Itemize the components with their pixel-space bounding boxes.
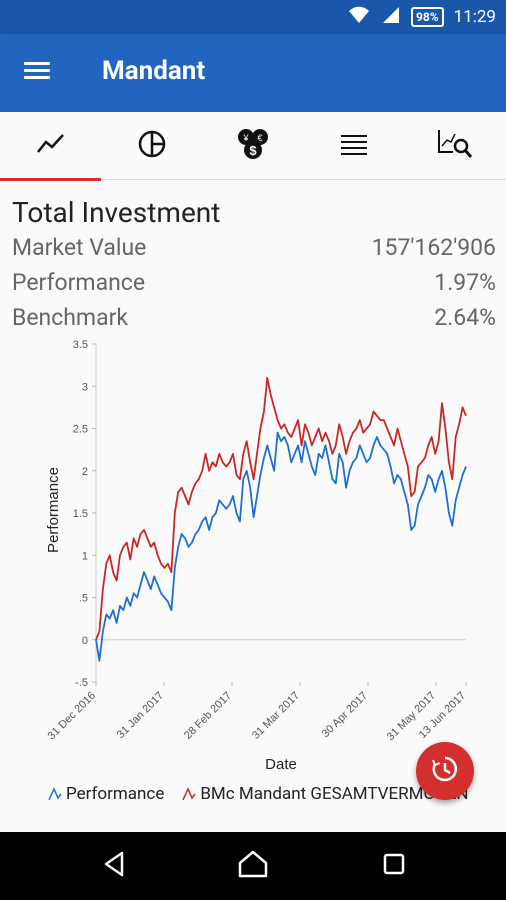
chart-legend: Performance BMc Mandant GESAMTVERMÖGEN [48,784,468,804]
tab-positions[interactable] [303,112,404,180]
home-button[interactable] [233,846,273,886]
y-tick-label: 1 [82,550,88,562]
history-button[interactable] [416,742,474,800]
benchmark-series-line [95,376,467,641]
svg-text:€: € [257,133,262,143]
summary-row-benchmark: Benchmark 2.64% [12,304,496,339]
svg-text:$: $ [249,143,257,158]
signal-icon [381,6,401,29]
y-tick-label: 2.5 [73,424,88,436]
tab-bar: $ ¥ € [0,112,506,181]
y-tick-label: -.5 [75,677,88,689]
summary-row-market-value: Market Value 157'162'906 [12,234,496,269]
summary-value: 1.97% [434,269,496,296]
summary-label: Performance [12,269,146,296]
x-axis-label: Date [265,756,297,773]
system-nav-bar [0,832,506,900]
recents-icon [382,852,406,880]
wifi-icon [347,6,371,29]
performance-series-line [95,431,467,662]
svg-text:¥: ¥ [242,133,249,143]
y-tick-label: 2 [82,466,88,478]
app-bar: Mandant [0,34,506,112]
tab-allocation[interactable] [101,112,202,180]
legend-item[interactable]: Performance [48,784,164,804]
y-tick-label: .5 [79,593,88,605]
summary-label: Benchmark [12,304,129,331]
x-tick-label: 31 Mar 2017 [250,690,302,742]
series-line-icon [48,787,62,801]
legend-label: Performance [66,784,165,804]
investment-summary: Total Investment Market Value 157'162'90… [12,196,496,339]
status-icons: 98% 11:29 [347,0,496,34]
status-bar: 98% 11:29 [0,0,506,34]
y-axis-label: Performance [45,467,62,553]
series-line-icon [182,787,196,801]
summary-value: 157'162'906 [371,234,496,261]
legend-item[interactable]: BMc Mandant GESAMTVERMÖGEN [182,784,468,804]
chart-search-icon [437,128,473,164]
y-tick-label: 0 [82,635,88,647]
menu-icon[interactable] [22,58,58,88]
line-chart-icon [36,132,66,160]
x-tick-label: 31 Jan 2017 [115,690,166,741]
tab-performance[interactable] [0,112,101,181]
performance-chart[interactable]: -.5 0 .5 1 1.5 2 2.5 3 3.5 31 Dec 2016 31 Jan 201… [0,330,506,780]
battery-indicator: 98% [411,7,444,27]
clock: 11:29 [453,7,496,27]
y-tick-label: 1.5 [73,508,88,520]
page-title: Mandant [102,56,206,86]
summary-title: Total Investment [12,196,221,229]
x-tick-label: 31 Dec 2016 [46,690,99,743]
recents-button[interactable] [374,846,414,886]
x-tick-label: 28 Feb 2017 [182,690,234,742]
y-tick-label: 3.5 [73,339,88,351]
currency-exchange-icon: $ ¥ € [236,127,270,165]
list-icon [340,133,368,159]
y-tick-label: 3 [82,381,88,393]
tab-currencies[interactable]: $ ¥ € [202,112,303,180]
pie-chart-icon [137,129,167,163]
tab-analysis[interactable] [404,112,505,180]
legend-label: BMc Mandant GESAMTVERMÖGEN [200,784,468,804]
back-button[interactable] [94,846,134,886]
history-clock-icon [430,754,460,788]
summary-row-performance: Performance 1.97% [12,269,496,304]
home-icon [238,850,268,882]
back-icon [102,851,126,881]
summary-value: 2.64% [434,304,496,331]
x-tick-label: 30 Apr 2017 [320,690,370,740]
summary-label: Market Value [12,234,147,261]
